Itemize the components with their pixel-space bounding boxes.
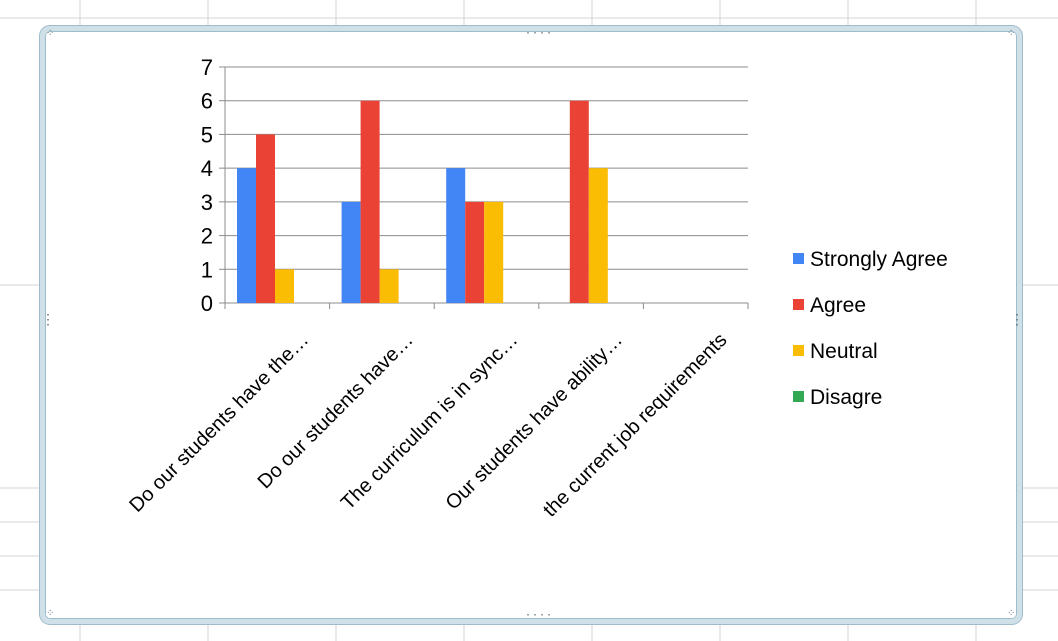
y-tick-label: 6	[201, 89, 213, 114]
x-category-label: Do our students have the…	[125, 329, 313, 517]
bar	[588, 168, 608, 303]
bar	[256, 134, 275, 303]
bar	[275, 269, 294, 303]
legend-swatch	[793, 253, 804, 264]
resize-handle-top-left[interactable]: ⁘	[46, 28, 56, 39]
legend-label: Strongly Agree	[810, 248, 948, 271]
bar	[379, 269, 399, 303]
chart-container[interactable]: ···· ···· ⋮ ⋮ ⁘ ⁘ ⁘ ⁘	[40, 26, 1025, 624]
bar	[446, 168, 466, 303]
x-category-label: the current job requirements	[539, 329, 731, 521]
legend-swatch	[793, 391, 804, 402]
legend-label: Agree	[810, 294, 866, 317]
bar	[237, 168, 256, 303]
y-tick-label: 1	[201, 257, 213, 282]
y-tick-label: 7	[201, 55, 213, 80]
bar	[465, 201, 485, 303]
resize-handle-top-right[interactable]: ⁘	[1007, 28, 1017, 39]
y-tick-label: 3	[201, 190, 213, 215]
bar	[484, 201, 504, 303]
legend-swatch	[793, 299, 804, 310]
y-tick-label: 5	[201, 122, 213, 147]
legend-swatch	[793, 345, 804, 356]
resize-handle-right[interactable]: ⋮	[1010, 312, 1025, 328]
bar	[360, 100, 380, 303]
resize-handle-bottom-right[interactable]: ⁘	[1007, 608, 1017, 619]
x-category-label: Our students have ability…	[442, 329, 627, 514]
y-tick-label: 0	[201, 291, 213, 316]
bar	[569, 100, 589, 303]
y-tick-label: 4	[201, 156, 213, 181]
resize-handle-bottom-left[interactable]: ⁘	[46, 608, 56, 619]
bar	[341, 201, 361, 303]
resize-handle-left[interactable]: ⋮	[41, 312, 56, 328]
resize-handle-top[interactable]: ····	[525, 28, 554, 39]
resize-handle-bottom[interactable]: ····	[525, 610, 554, 621]
legend-label: Disagre	[810, 386, 882, 409]
legend-label: Neutral	[810, 340, 878, 363]
y-tick-label: 2	[201, 224, 213, 249]
x-category-label: The curriculum is in sync…	[337, 329, 522, 514]
